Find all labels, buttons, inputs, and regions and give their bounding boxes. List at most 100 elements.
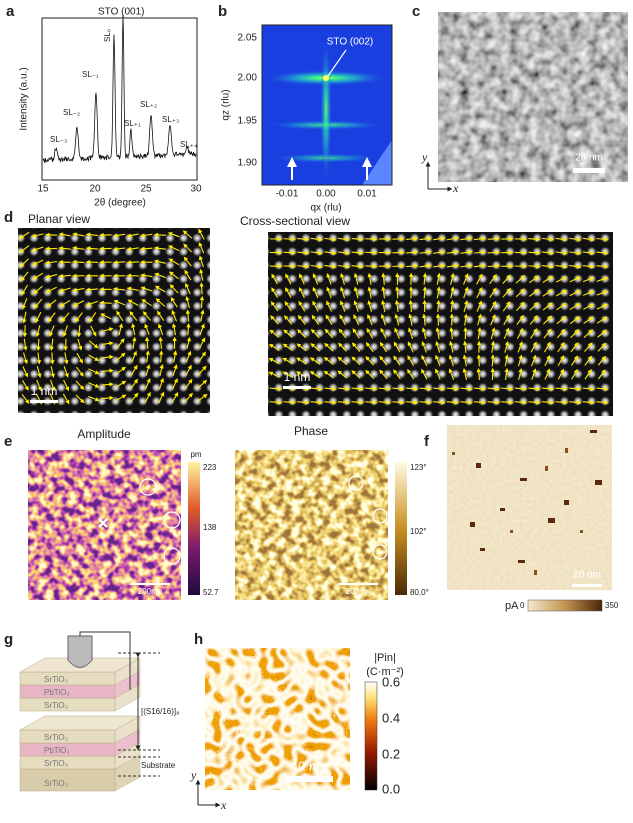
polar-arrow	[297, 237, 310, 242]
polar-arrow	[460, 400, 473, 405]
polar-arrow	[530, 341, 537, 353]
colorbar-tick: 52.7	[203, 588, 219, 597]
polar-arrow	[72, 287, 85, 293]
polar-arrow	[62, 325, 68, 337]
scale-label: 1 nm	[284, 370, 311, 384]
polar-arrow	[101, 354, 114, 360]
polar-arrow	[555, 250, 568, 256]
stem-image	[438, 12, 628, 182]
polar-arrow	[58, 232, 71, 237]
polar-arrow	[324, 400, 337, 405]
colorbar	[395, 462, 407, 595]
polar-arrow	[144, 377, 151, 390]
polar-arrow	[582, 386, 595, 392]
scale-label: 1 nm	[31, 384, 58, 398]
polar-arrow	[460, 386, 473, 392]
polar-arrow	[19, 258, 29, 268]
polar-arrow	[394, 299, 400, 313]
current-spot	[518, 560, 525, 563]
polar-arrow	[268, 357, 280, 365]
polar-arrow	[597, 329, 607, 338]
polar-arrow	[555, 276, 567, 283]
scale-bar	[572, 584, 602, 587]
panel-label: h	[194, 631, 203, 648]
polar-arrow	[353, 300, 359, 312]
polar-arrow	[476, 273, 483, 285]
polar-arrow	[570, 329, 580, 339]
peak-label: SL₀	[103, 29, 112, 42]
polar-arrow	[463, 273, 469, 285]
polar-arrow	[353, 314, 360, 326]
polar-arrow	[86, 300, 98, 306]
polar-arrow	[367, 300, 373, 312]
polar-arrow	[380, 313, 386, 326]
polar-arrow	[542, 275, 554, 283]
polar-arrow	[529, 288, 540, 297]
peak-label: STO (001)	[98, 7, 145, 18]
current-spot	[548, 518, 555, 523]
polar-arrow	[583, 303, 595, 310]
polar-arrow	[285, 273, 292, 285]
polar-arrow	[378, 400, 391, 405]
polar-arrow	[64, 352, 69, 365]
current-spot	[480, 548, 485, 551]
polar-arrow	[23, 338, 28, 351]
polar-arrow	[518, 368, 523, 380]
layer-label: SrTiO₃	[44, 733, 68, 742]
polar-arrows	[18, 228, 609, 405]
polar-arrow	[569, 276, 581, 283]
polar-arrow	[85, 287, 99, 292]
polar-arrow	[504, 340, 510, 353]
polar-arrow	[367, 286, 372, 299]
polar-arrow	[408, 299, 413, 313]
polar-arrow	[22, 311, 27, 324]
polar-arrow	[446, 236, 459, 241]
polar-arrow	[310, 386, 323, 392]
polar-arrow	[142, 311, 152, 321]
polar-arrow	[531, 368, 537, 380]
scale-bar	[130, 583, 170, 585]
peak-label: SL₊₃	[162, 115, 179, 124]
subtitle: Phase	[294, 424, 328, 438]
polar-arrow	[476, 367, 481, 381]
polar-arrow	[75, 394, 85, 404]
polar-arrow	[541, 264, 555, 269]
polar-arrow	[490, 313, 496, 326]
polar-arrow	[528, 237, 541, 242]
polar-arrow	[407, 368, 415, 380]
polar-arrow	[199, 268, 204, 281]
polar-arrow	[408, 327, 414, 340]
polar-arrow	[544, 354, 551, 367]
polar-arrow	[528, 400, 541, 405]
polar-arrow	[449, 299, 455, 313]
scale-label: 20 nm	[575, 153, 603, 164]
polar-arrow	[596, 290, 609, 296]
polar-arrow	[31, 233, 44, 238]
panel-label: b	[218, 3, 227, 20]
polar-arrow	[351, 370, 361, 379]
polar-arrow	[323, 370, 334, 379]
polar-arrow	[337, 250, 351, 256]
polar-arrow	[367, 313, 373, 326]
polar-arrow	[168, 271, 179, 280]
polar-arrow	[198, 228, 205, 240]
colorbar-unit: pA	[505, 600, 519, 612]
polar-arrow	[351, 237, 364, 242]
polar-arrow	[130, 364, 138, 376]
polar-arrow	[379, 369, 388, 380]
polar-arrow	[490, 354, 495, 367]
peak-label: SL₊₂	[140, 100, 157, 109]
y-axis-label: qz (rlu)	[221, 89, 232, 120]
polar-arrow	[596, 264, 609, 269]
polar-arrow	[378, 386, 391, 392]
polar-arrow	[393, 369, 401, 380]
x-axis-label: 2θ (degree)	[94, 198, 146, 209]
polar-arrow	[419, 400, 432, 405]
polar-arrow	[597, 342, 607, 352]
polar-arrow	[85, 232, 99, 237]
x-tick-label: 20	[89, 184, 101, 195]
polar-arrow	[36, 366, 42, 378]
polar-arrow	[463, 313, 468, 326]
polar-arrow	[310, 328, 320, 339]
